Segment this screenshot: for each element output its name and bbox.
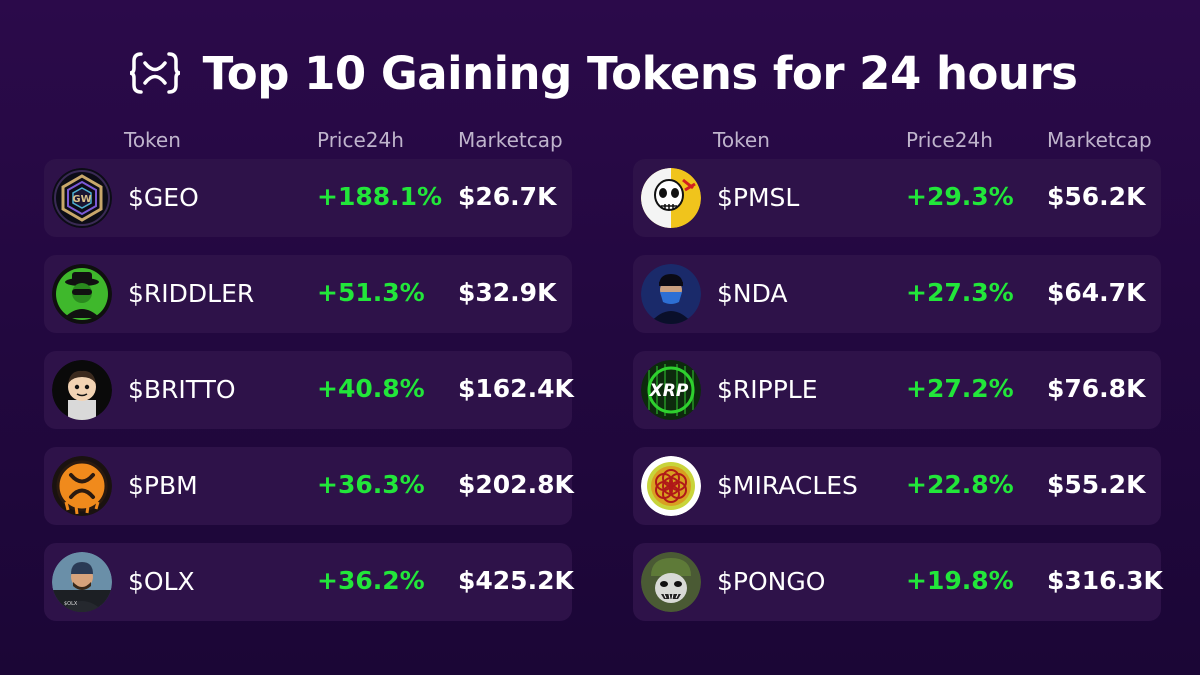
token-row[interactable]: $NDA +27.3% $64.7K [633, 255, 1161, 333]
nda-masked-man-icon [641, 264, 701, 324]
token-marketcap: $26.7K [458, 182, 557, 211]
token-name: $PMSL [717, 183, 800, 212]
right-token-table: Token Price24h Marketcap $PMSL +29.3% $5… [633, 128, 1173, 639]
svg-text:GW: GW [72, 194, 91, 205]
token-name: $PONGO [717, 567, 826, 596]
riddler-masked-figure-icon [52, 264, 112, 324]
token-price-change: +36.3% [317, 470, 425, 499]
pongo-soldier-creature-icon [641, 552, 701, 612]
table-header: Token Price24h Marketcap [633, 128, 1173, 158]
token-name: $RIDDLER [128, 279, 255, 308]
token-marketcap: $162.4K [458, 374, 574, 403]
title-row: Top 10 Gaining Tokens for 24 hours [0, 38, 1200, 108]
token-price-change: +19.8% [906, 566, 1014, 595]
token-row[interactable]: $MIRACLES +22.8% $55.2K [633, 447, 1161, 525]
token-marketcap: $56.2K [1047, 182, 1146, 211]
xrp-curly-brace-logo-icon [129, 47, 181, 99]
token-price-change: +22.8% [906, 470, 1014, 499]
header-price: Price24h [906, 128, 993, 152]
token-price-change: +36.2% [317, 566, 425, 595]
token-row[interactable]: $OLX $OLX +36.2% $425.2K [44, 543, 574, 621]
britto-cartoon-boy-icon [52, 360, 112, 420]
token-row[interactable]: $PBM +36.3% $202.8K [44, 447, 574, 525]
token-row[interactable]: XRP $RIPPLE +27.2% $76.8K [633, 351, 1161, 429]
token-name: $RIPPLE [717, 375, 818, 404]
token-name: $NDA [717, 279, 788, 308]
token-row[interactable]: GW $GEO +188.1% $26.7K [44, 159, 572, 237]
token-row[interactable]: $PONGO +19.8% $316.3K [633, 543, 1163, 621]
token-price-change: +40.8% [317, 374, 425, 403]
pmsl-skull-icon [641, 168, 701, 228]
token-marketcap: $55.2K [1047, 470, 1146, 499]
token-marketcap: $64.7K [1047, 278, 1146, 307]
token-price-change: +27.2% [906, 374, 1014, 403]
svg-text:$OLX: $OLX [64, 601, 78, 607]
token-price-change: +29.3% [906, 182, 1014, 211]
token-name: $PBM [128, 471, 198, 500]
token-row[interactable]: $PMSL +29.3% $56.2K [633, 159, 1161, 237]
token-row[interactable]: $BRITTO +40.8% $162.4K [44, 351, 574, 429]
token-marketcap: $32.9K [458, 278, 557, 307]
token-price-change: +27.3% [906, 278, 1014, 307]
token-marketcap: $316.3K [1047, 566, 1163, 595]
table-header: Token Price24h Marketcap [44, 128, 584, 158]
token-name: $OLX [128, 567, 195, 596]
header-price: Price24h [317, 128, 404, 152]
token-name: $MIRACLES [717, 471, 858, 500]
token-name: $GEO [128, 183, 199, 212]
ripple-green-xrp-logo-icon: XRP [641, 360, 701, 420]
token-marketcap: $76.8K [1047, 374, 1146, 403]
header-marketcap: Marketcap [458, 128, 563, 152]
token-name: $BRITTO [128, 375, 236, 404]
pbm-orange-xrp-logo-icon [52, 456, 112, 516]
miracles-flower-of-life-icon [641, 456, 701, 516]
header-token: Token [713, 128, 770, 152]
left-token-table: Token Price24h Marketcap GW $GEO +188.1%… [44, 128, 584, 639]
olx-man-with-beanie-icon: $OLX [52, 552, 112, 612]
svg-text:XRP: XRP [649, 381, 689, 401]
geo-hexagon-logo-icon: GW [52, 168, 112, 228]
page-title: Top 10 Gaining Tokens for 24 hours [202, 46, 1078, 100]
header-marketcap: Marketcap [1047, 128, 1152, 152]
token-row[interactable]: $RIDDLER +51.3% $32.9K [44, 255, 572, 333]
token-marketcap: $425.2K [458, 566, 574, 595]
token-marketcap: $202.8K [458, 470, 574, 499]
token-price-change: +51.3% [317, 278, 425, 307]
header-token: Token [124, 128, 181, 152]
token-price-change: +188.1% [317, 182, 443, 211]
